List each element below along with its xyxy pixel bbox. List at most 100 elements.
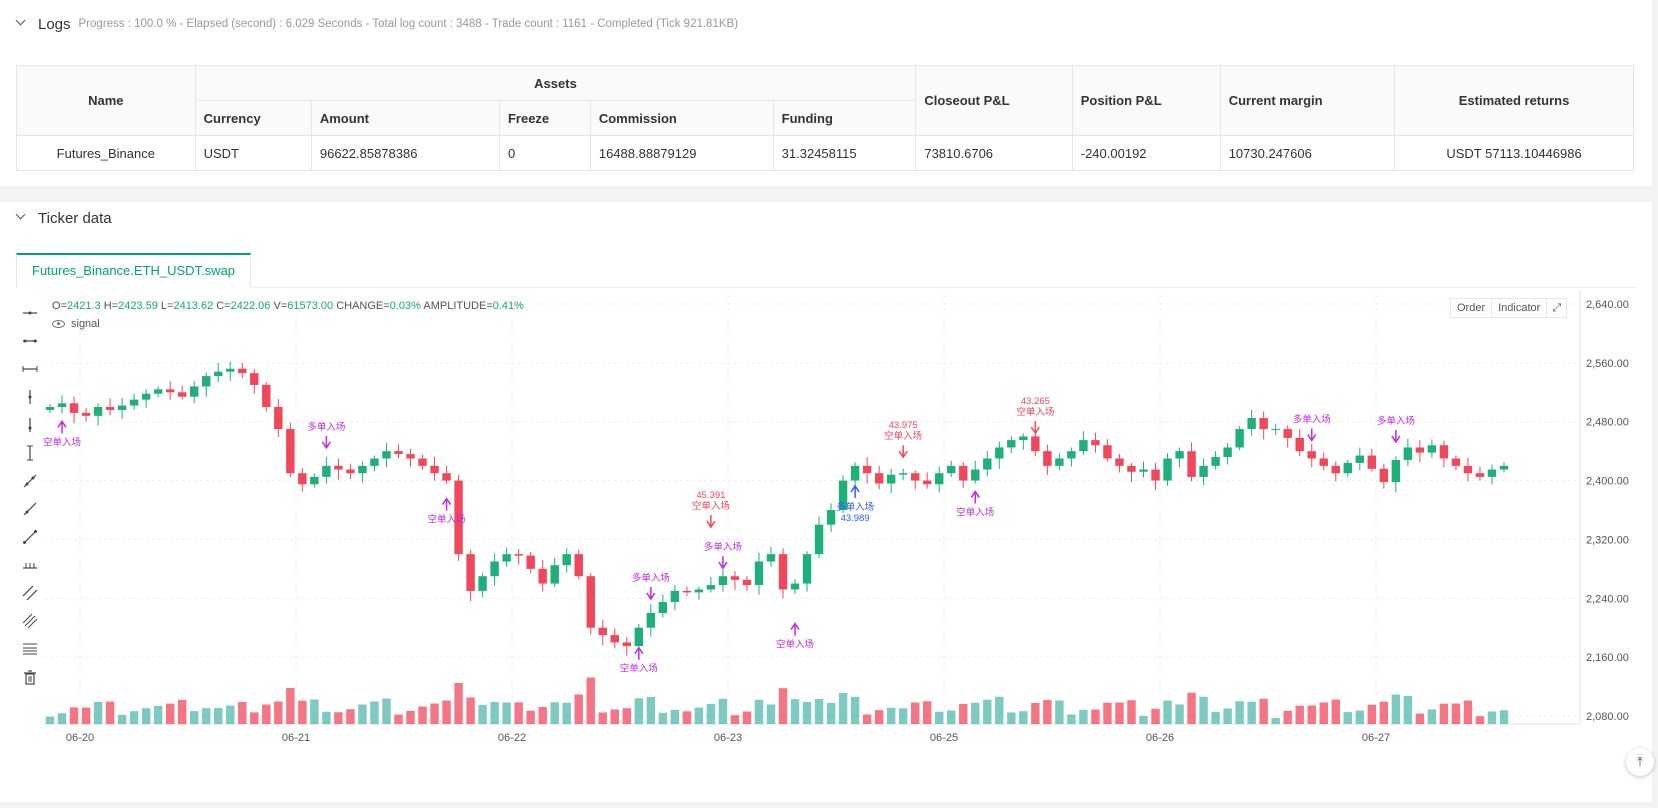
candle-body	[165, 389, 175, 393]
candle-body	[1151, 469, 1160, 481]
volume-bar	[971, 702, 980, 724]
candlestick-chart[interactable]: 2,640.00 2,560.00 2,480.00 2,400.00 2,320.00…	[0, 202, 1652, 802]
candle-body	[1115, 458, 1124, 466]
volume-bar	[959, 704, 968, 724]
eye-icon[interactable]	[52, 320, 65, 328]
volume-bar	[45, 716, 55, 724]
volume-bar	[947, 710, 956, 724]
horizontal-segment-icon[interactable]	[18, 355, 42, 383]
candle-body	[995, 447, 1004, 459]
cell-currency: USDT	[194, 135, 312, 171]
vertical-line-icon[interactable]	[18, 383, 42, 411]
trade-label: 空单入场	[884, 430, 922, 442]
o-label: O=	[52, 300, 67, 312]
volume-bar	[670, 709, 680, 724]
x-tick-label: 06-27	[1362, 732, 1390, 744]
candle-body	[274, 407, 283, 430]
sub-amount: Amount	[310, 100, 500, 136]
candle-body	[778, 554, 788, 590]
trade-value: 43.265	[1021, 396, 1050, 407]
candle-body	[971, 469, 980, 481]
volume-bar	[310, 699, 319, 724]
volume-bar	[910, 702, 920, 724]
tab-strip: Futures_Binance.ETH_USDT.swap	[16, 253, 1636, 288]
trade-label: 空单入场	[692, 500, 730, 512]
candle-body	[286, 429, 295, 474]
chevron-down-icon[interactable]	[16, 17, 26, 27]
fib-retracement-icon[interactable]	[18, 635, 42, 663]
candle-body	[730, 576, 740, 580]
trend-line-icon[interactable]	[18, 467, 42, 495]
trash-icon[interactable]	[18, 663, 42, 691]
volume-bar	[526, 710, 535, 724]
trade-label: 多单入场	[836, 501, 874, 513]
l-label: L=	[160, 300, 174, 312]
horizontal-line-icon[interactable]	[18, 299, 42, 327]
candle-body	[562, 554, 571, 566]
candle-body	[1355, 455, 1365, 463]
candle-body	[850, 465, 860, 481]
fib-lines-icon[interactable]	[18, 607, 42, 635]
trade-label: 空单入场	[776, 639, 814, 651]
logs-header[interactable]: Logs Progress : 100.0 % - Elapsed (secon…	[16, 14, 738, 34]
candle-body	[947, 465, 956, 474]
volume-bar	[454, 683, 463, 724]
candle-body	[598, 627, 607, 636]
volume-bar	[1463, 700, 1473, 724]
price-line-icon[interactable]	[18, 551, 42, 579]
candle-body	[1499, 465, 1509, 470]
candle-body	[45, 407, 55, 410]
volume-bar	[898, 708, 908, 724]
volume-bar	[165, 703, 175, 724]
candle-body	[141, 393, 151, 400]
volume-bar	[1127, 700, 1136, 724]
x-tick-label: 06-26	[1146, 732, 1174, 744]
candle-body	[1487, 469, 1497, 477]
volume-bar	[1295, 705, 1304, 724]
scroll-top-icon[interactable]: ⤒	[1626, 748, 1654, 776]
candle-body	[742, 579, 752, 586]
candle-body	[862, 465, 872, 474]
sell-arrow-icon	[718, 556, 728, 570]
volume-bar	[262, 704, 271, 724]
volume-bar	[862, 714, 872, 724]
volume-bar	[1163, 700, 1172, 724]
volume-bar	[1499, 710, 1509, 724]
candle-body	[922, 480, 932, 485]
volume-bar	[1487, 711, 1497, 724]
vertical-ray-icon[interactable]	[18, 411, 42, 439]
candle-body	[81, 412, 91, 416]
volume-bar	[1271, 718, 1280, 724]
change-value: 0.03%	[389, 300, 421, 312]
horizontal-ray-icon[interactable]	[18, 327, 42, 355]
volume-bar	[430, 703, 439, 724]
parallel-channel-icon[interactable]	[18, 579, 42, 607]
tab-eth-usdt-swap[interactable]: Futures_Binance.ETH_USDT.swap	[16, 253, 252, 288]
candle-body	[754, 561, 764, 586]
volume-bar	[69, 707, 79, 724]
sell-arrow-icon	[706, 515, 716, 529]
volume-bar	[382, 698, 391, 724]
candle-body	[718, 576, 728, 586]
candle-body	[1007, 440, 1016, 448]
ray-line-icon[interactable]	[18, 495, 42, 523]
volume-bar	[1043, 700, 1052, 724]
fullscreen-icon[interactable]: ⤢	[1546, 298, 1568, 318]
volume-bar	[1115, 702, 1124, 724]
candle-body	[454, 480, 463, 555]
candle-body	[1139, 469, 1148, 472]
volume-bar	[694, 707, 704, 724]
volume-bar	[995, 696, 1004, 724]
indicator-button[interactable]: Indicator	[1491, 298, 1548, 318]
volume-bar	[1187, 692, 1196, 724]
candle-body	[1235, 429, 1244, 448]
signal-legend[interactable]: signal	[52, 318, 100, 330]
cell-margin: 10730.247606	[1219, 135, 1396, 171]
segment-line-icon[interactable]	[18, 523, 42, 551]
candle-body	[1427, 445, 1437, 453]
ticker-header[interactable]: Ticker data	[16, 208, 112, 228]
vertical-segment-icon[interactable]	[18, 439, 42, 467]
candle-body	[935, 473, 944, 485]
col-margin: Current margin	[1219, 65, 1396, 136]
order-button[interactable]: Order	[1450, 298, 1493, 318]
